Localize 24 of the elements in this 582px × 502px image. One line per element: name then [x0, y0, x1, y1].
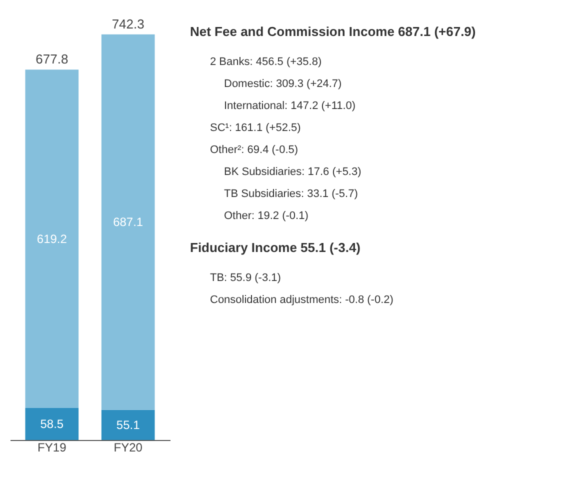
data-label: 619.2	[36, 232, 68, 246]
data-label: 687.1	[113, 215, 144, 230]
data-label: 55.1	[116, 418, 140, 432]
bar	[25, 408, 79, 440]
text: SC¹: 161.1 (+52.5)	[210, 122, 301, 134]
text: Fiduciary Income 55.1 (-3.4)	[190, 240, 361, 255]
text: Other: 19.2 (-0.1)	[224, 210, 308, 222]
text: Consolidation adjustments: -0.8 (-0.2)	[210, 294, 394, 306]
text: Other²: 69.4 (-0.5)	[210, 144, 298, 156]
bar	[101, 34, 155, 410]
x-tick-label: FY20	[114, 440, 143, 454]
text: BK Subsidiaries: 17.6 (+5.3)	[224, 166, 362, 178]
bar	[25, 70, 79, 408]
total-label: 677.8	[36, 52, 68, 67]
text: TB Subsidiaries: 33.1 (-5.7)	[224, 188, 358, 200]
bar	[101, 410, 155, 440]
total-label: 742.3	[112, 16, 144, 32]
text: 2 Banks: 456.5 (+35.8)	[210, 56, 322, 68]
text: TB: 55.9 (-3.1)	[210, 272, 281, 284]
text: International: 147.2 (+11.0)	[224, 100, 356, 112]
text: Net Fee and Commission Income 687.1 (+67.9)	[190, 24, 476, 39]
x-tick-label: FY19	[38, 440, 67, 454]
data-label: 58.5	[40, 417, 64, 432]
text: Domestic: 309.3 (+24.7)	[224, 78, 342, 90]
